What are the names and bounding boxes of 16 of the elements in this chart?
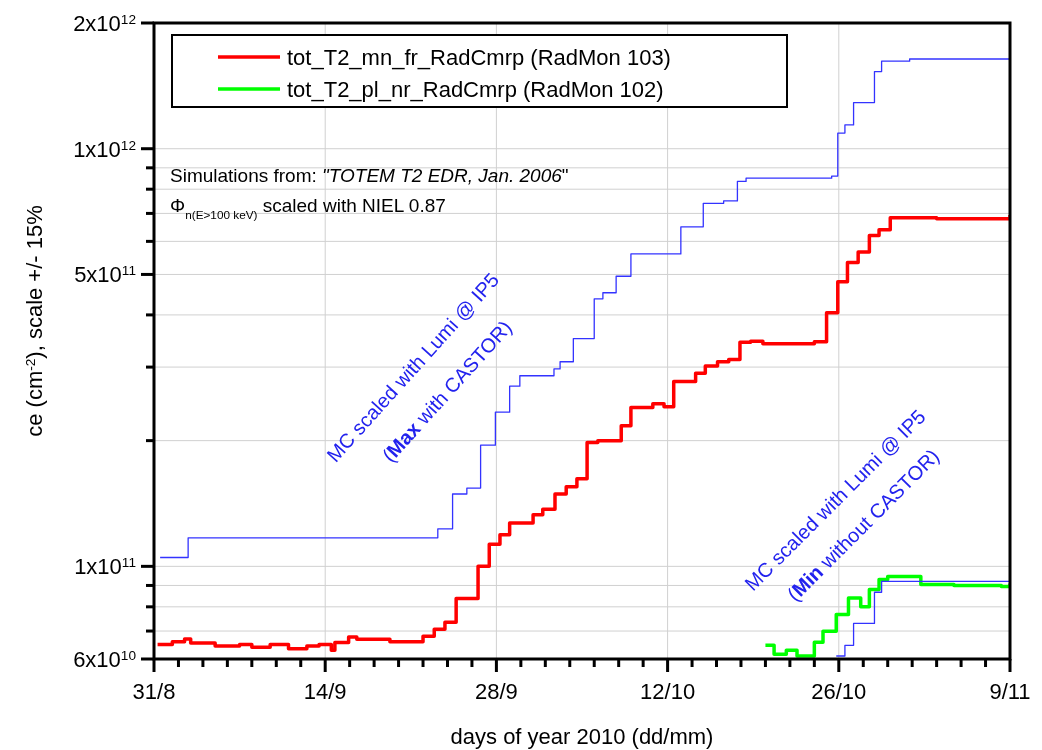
x-tick-label: 28/9 (474, 679, 518, 704)
x-tick-label: 14/9 (303, 679, 347, 704)
x-tick-label: 12/10 (640, 679, 696, 704)
annotation: Φ$_{n(E>100 keV)}$ scaled with NIEL 0.87 (170, 195, 446, 221)
x-axis-title: days of year 2010 (dd/mm) (450, 724, 714, 749)
legend-label: tot_T2_pl_nr_RadCmrp (RadMon 102) (287, 77, 664, 102)
y-tick-label: 2x10$^{12}$ (73, 11, 136, 36)
y-tick-label: 6x10$^{10}$ (73, 647, 137, 672)
y-tick-label: 5x10$^{11}$ (74, 262, 136, 288)
y-tick-label: 1x10$^{12}$ (73, 136, 136, 162)
annotation: Simulations from: "TOTEM T2 EDR, Jan. 2006" (170, 165, 569, 186)
x-tick-label: 31/8 (132, 679, 176, 704)
x-tick-label: 9/11 (989, 679, 1031, 704)
x-tick-label: 26/10 (811, 679, 867, 704)
legend-label: tot_T2_mn_fr_RadCmrp (RadMon 103) (287, 45, 671, 70)
y-tick-label: 1x10$^{11}$ (74, 554, 136, 580)
